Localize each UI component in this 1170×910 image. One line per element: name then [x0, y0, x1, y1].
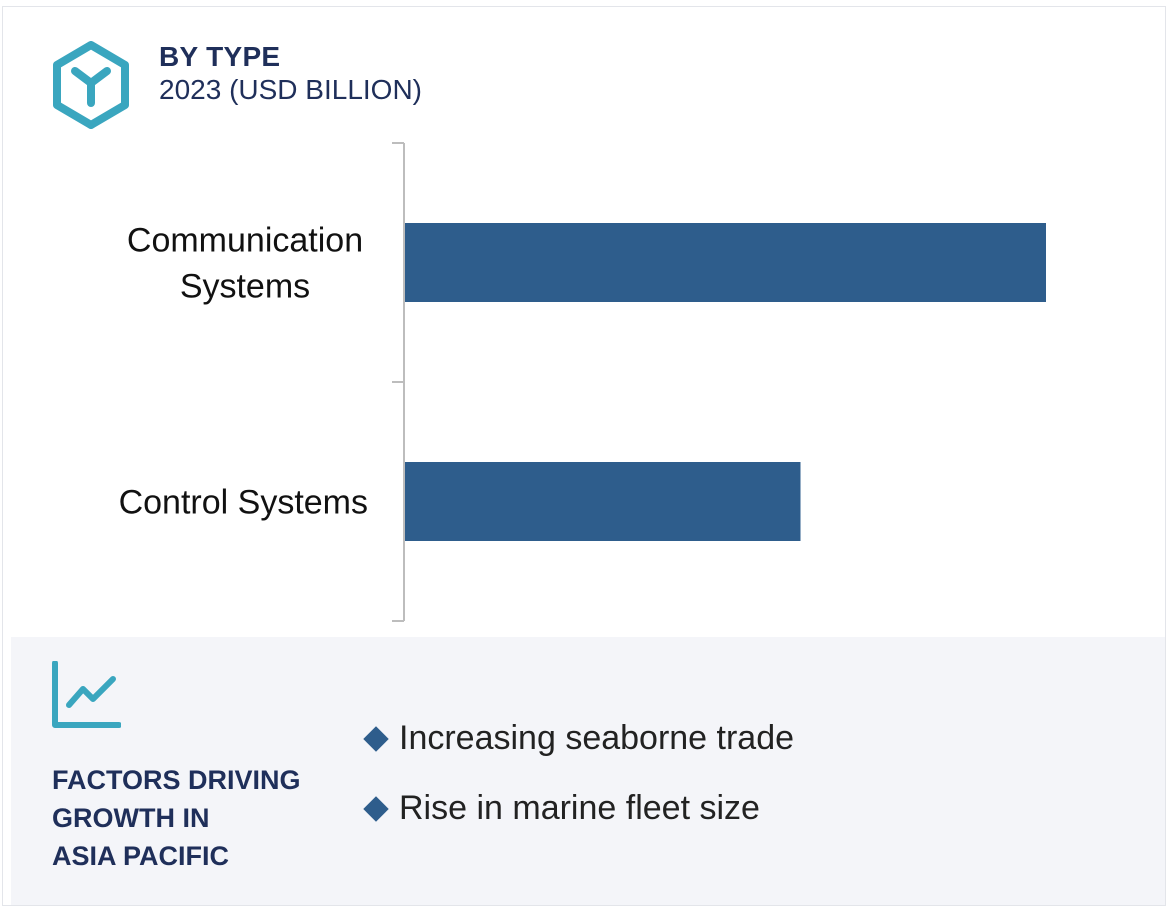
- category-label-line: Control Systems: [119, 484, 368, 522]
- factors-title-line: FACTORS DRIVING: [52, 765, 301, 795]
- category-label-line: Systems: [180, 268, 310, 306]
- chart-title: BY TYPE: [159, 41, 281, 72]
- category-label: Communication Systems: [127, 222, 363, 306]
- factor-text: Increasing seaborne trade: [399, 719, 795, 757]
- factor-text: Rise in marine fleet size: [399, 789, 760, 827]
- cube-logo-icon: [53, 41, 129, 129]
- factor-item: Increasing seaborne trade: [363, 719, 794, 758]
- diamond-bullet-icon: [363, 725, 389, 752]
- diamond-bullet-icon: [363, 795, 389, 822]
- growth-chart-icon: [52, 661, 121, 728]
- factors-title-line: GROWTH IN: [52, 803, 210, 833]
- bar: [405, 223, 1046, 302]
- chart-subtitle: 2023 (USD BILLION): [159, 74, 422, 105]
- factors-panel: FACTORS DRIVING GROWTH IN ASIA PACIFIC I…: [11, 637, 1165, 905]
- category-label: Control Systems: [119, 484, 368, 522]
- category-label-line: Communication: [127, 222, 363, 260]
- bar: [405, 462, 801, 541]
- factors-title: FACTORS DRIVING GROWTH IN ASIA PACIFIC: [52, 761, 332, 875]
- infographic-card: BY TYPE 2023 (USD BILLION) Communication…: [2, 6, 1166, 906]
- factors-title-line: ASIA PACIFIC: [52, 841, 230, 871]
- factor-item: Rise in marine fleet size: [363, 789, 760, 828]
- bar-chart: Communication Systems Control Systems: [119, 142, 1046, 622]
